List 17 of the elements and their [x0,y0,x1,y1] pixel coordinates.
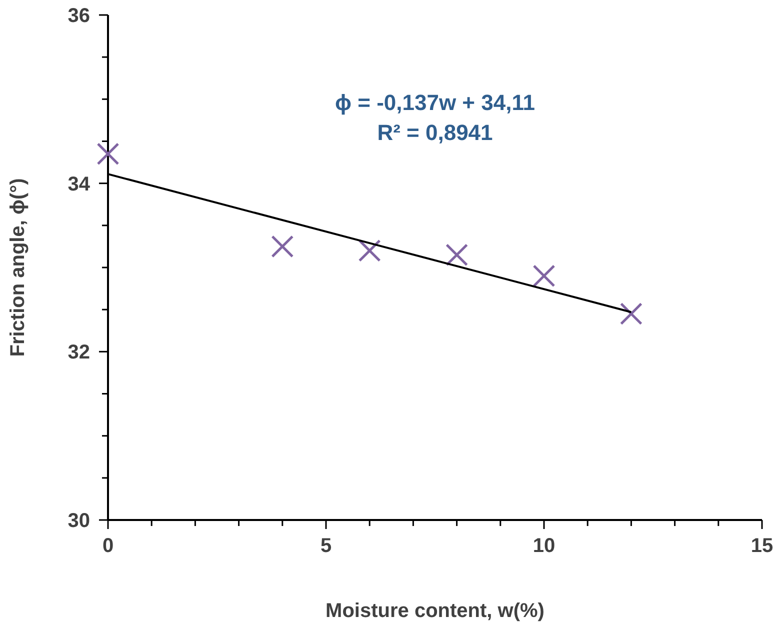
point [96,142,120,166]
y-tick-label: 30 [68,510,90,532]
y-axis-title: Friction angle, ϕ(°) [7,178,29,357]
x-tick-label: 15 [750,535,774,557]
x-axis-title: Moisture content, w(%) [326,600,544,622]
x-tick-label: 10 [532,535,556,557]
annotation: R² = 0,8941 [377,120,493,145]
annotation: ϕ = -0,137w + 34,11 [335,90,535,115]
point [532,264,556,288]
x-tick-label: 0 [102,535,114,557]
y-tick-label: 34 [68,173,91,196]
y-tick-label: 36 [68,5,90,27]
y-tick-label: 32 [68,342,90,364]
point [620,302,642,326]
x-tick-label: 5 [320,535,332,557]
point [358,239,381,262]
point [271,235,294,258]
